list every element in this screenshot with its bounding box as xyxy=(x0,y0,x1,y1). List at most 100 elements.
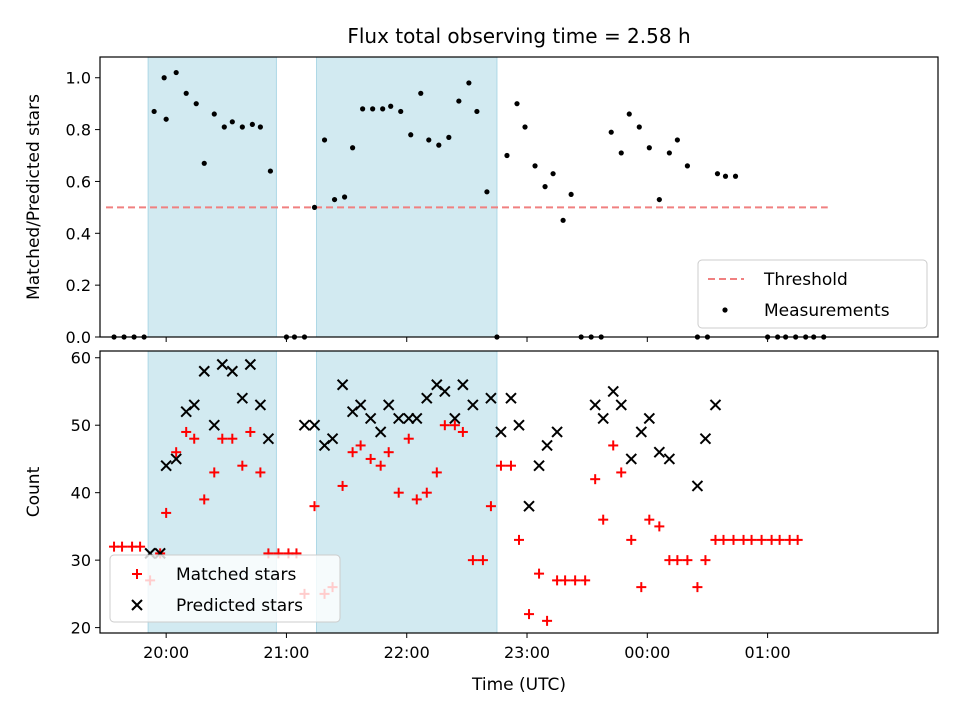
matched-star-marker xyxy=(534,568,545,579)
matched-star-marker xyxy=(636,582,647,593)
measurement-point xyxy=(626,111,632,117)
marker-stroke xyxy=(589,399,601,411)
marker-stroke xyxy=(131,599,143,611)
observing-window-band xyxy=(316,350,498,634)
matched-star-marker xyxy=(485,501,496,512)
y-tick-label: 0.2 xyxy=(66,276,91,295)
measurement-point xyxy=(684,163,691,169)
marker-stroke xyxy=(607,385,619,398)
matched-star-marker xyxy=(171,447,182,458)
chart-title: Flux total observing time = 2.58 h xyxy=(347,24,690,48)
predicted-star-marker xyxy=(495,426,507,438)
matched-star-marker xyxy=(355,440,366,451)
predicted-star-marker xyxy=(615,399,627,411)
legend-label: Threshold xyxy=(763,270,848,290)
measurement-point xyxy=(380,106,386,112)
x-tick-label: 00:00 xyxy=(624,643,670,662)
marker-stroke xyxy=(505,392,517,404)
measurement-point xyxy=(211,111,217,117)
predicted-star-marker xyxy=(216,358,228,371)
measurement-point xyxy=(341,194,348,200)
matched-star-marker xyxy=(756,534,767,545)
measurement-point xyxy=(550,171,556,177)
x-tick-label: 20:00 xyxy=(143,643,189,662)
measurement-point xyxy=(229,119,235,125)
measurement-point xyxy=(311,204,318,210)
plot-frame xyxy=(99,56,939,338)
measurement-point xyxy=(398,108,404,115)
predicted-star-marker xyxy=(635,426,647,438)
measurement-point xyxy=(484,189,490,195)
matched-star-marker xyxy=(746,534,757,545)
legend-label: Measurements xyxy=(764,301,890,321)
predicted-star-marker xyxy=(607,385,619,398)
legend: Threshold Measurements xyxy=(697,259,928,329)
measurement-point xyxy=(666,150,672,156)
predicted-star-marker xyxy=(541,439,553,452)
measurement-point xyxy=(656,196,662,203)
predicted-star-marker xyxy=(170,453,182,465)
matched-star-marker xyxy=(117,541,128,552)
marker-stroke xyxy=(374,426,387,438)
measurement-point xyxy=(161,75,167,81)
predicted-star-marker xyxy=(551,426,563,438)
marker-stroke xyxy=(160,459,172,472)
x-tick-label: 23:00 xyxy=(504,643,550,662)
predicted-star-marker xyxy=(254,399,267,411)
marker-stroke xyxy=(216,358,228,371)
marker-stroke xyxy=(336,379,349,391)
matched-star-marker xyxy=(411,494,422,505)
matched-star-marker xyxy=(542,615,553,626)
matched-star-marker xyxy=(431,467,442,478)
predicted-star-marker xyxy=(467,399,479,411)
matched-star-marker xyxy=(692,582,703,593)
y-tick-label: 40 xyxy=(71,484,91,503)
measurement-point xyxy=(408,132,414,138)
predicted-star-marker xyxy=(663,453,676,465)
predicted-star-marker xyxy=(236,392,249,404)
y-tick-label: 1.0 xyxy=(66,69,91,88)
measurement-point xyxy=(267,168,274,174)
matched-star-marker xyxy=(626,534,637,545)
matched-star-marker xyxy=(644,514,655,525)
measurement-point xyxy=(618,150,624,156)
count-panel: 20 30 40 50 60 20:00 21:00 22:00 23:00 00:00 01:00… xyxy=(24,349,939,662)
marker-stroke xyxy=(533,459,545,472)
measurement-point xyxy=(173,69,179,76)
measurement-point xyxy=(722,173,729,179)
marker-stroke xyxy=(308,419,321,431)
matched-star-marker xyxy=(598,514,609,525)
measurement-point xyxy=(249,121,255,128)
predicted-star-marker xyxy=(308,419,321,431)
matched-star-marker xyxy=(403,433,414,444)
marker-stroke xyxy=(495,426,507,438)
measurement-point xyxy=(514,101,520,107)
matched-star-marker xyxy=(495,460,506,471)
measurement-point xyxy=(221,124,227,130)
marker-stroke xyxy=(354,399,367,411)
marker-stroke xyxy=(244,358,257,371)
y-axis-title: Matched/Predicted stars xyxy=(24,94,44,300)
predicted-star-marker xyxy=(439,385,451,398)
predicted-star-marker xyxy=(336,379,349,391)
marker-stroke xyxy=(523,500,535,512)
marker-stroke xyxy=(439,385,451,398)
matched-star-marker xyxy=(132,569,142,579)
measurement-point xyxy=(608,129,614,135)
predicted-star-marker xyxy=(597,412,609,425)
measurement-point xyxy=(542,184,548,190)
matched-star-marker xyxy=(161,507,172,518)
marker-stroke xyxy=(421,392,433,404)
y-tick-label: 60 xyxy=(71,349,91,368)
measurement-point xyxy=(360,106,366,112)
matched-star-marker xyxy=(347,447,358,458)
x-tick-label: 21:00 xyxy=(263,643,309,662)
matched-star-marker xyxy=(217,433,228,444)
predicted-star-marker xyxy=(505,392,517,404)
predicted-star-marker xyxy=(364,412,377,425)
predicted-star-marker xyxy=(226,365,239,377)
matched-star-marker xyxy=(237,460,248,471)
legend-box xyxy=(697,259,928,329)
marker-stroke xyxy=(485,392,497,404)
y-tick-label: 0.4 xyxy=(66,224,91,243)
